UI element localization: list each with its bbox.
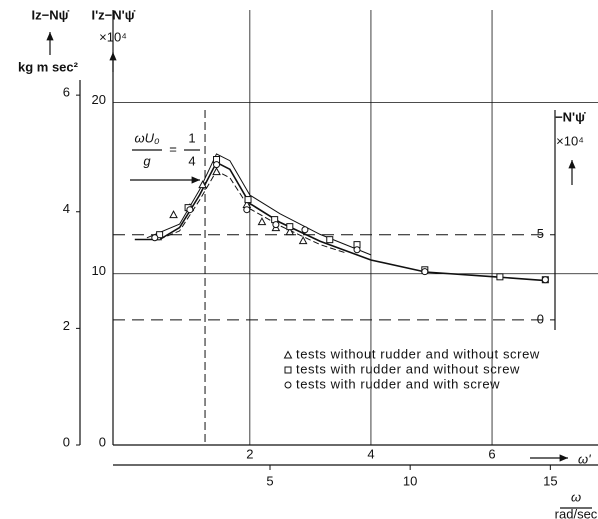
y2-tick-label: 5 — [537, 226, 544, 241]
y2-axis-title: −N'ψ̇ — [555, 109, 586, 124]
circle-marker — [421, 268, 429, 276]
y2-tick-label: 0 — [537, 311, 544, 326]
square-marker — [284, 366, 292, 374]
circle-marker — [301, 226, 309, 234]
square-marker — [156, 231, 164, 239]
triangle-marker — [198, 180, 207, 189]
x-tick-label: 2 — [246, 446, 253, 461]
legend-label: tests with rudder and with screw — [296, 376, 500, 391]
curve — [146, 153, 372, 256]
curve — [158, 170, 347, 254]
circle-marker — [353, 246, 361, 254]
circle-marker — [541, 276, 549, 284]
annotation-equals: = — [169, 141, 177, 156]
x2-tick-label: 5 — [266, 473, 273, 488]
square-marker — [326, 236, 334, 244]
outer-tick-label: 6 — [63, 85, 70, 100]
outer-tick-label: 0 — [63, 434, 70, 449]
triangle-marker — [212, 167, 221, 176]
x-tick-label: 6 — [488, 446, 495, 461]
y-tick-label: 0 — [99, 434, 106, 449]
x-axis-title: ω' — [578, 451, 591, 466]
x2-axis-title: ω — [571, 489, 581, 504]
outer-axis-title: Iz−Nψ̇ — [32, 7, 70, 22]
circle-marker — [151, 234, 159, 242]
annotation-denominator: g — [143, 153, 151, 168]
circle-marker — [284, 381, 292, 389]
circle-marker — [213, 161, 221, 169]
annotation-numerator: ωU₀ — [135, 130, 161, 145]
outer-tick-label: 2 — [63, 318, 70, 333]
triangle-marker — [298, 236, 308, 245]
circle-marker — [186, 206, 194, 214]
y-axis-title: I'z−N'ψ̇ — [91, 7, 135, 22]
outer-axis-unit: kg m sec² — [18, 59, 79, 74]
legend-label: tests without rudder and without screw — [296, 346, 540, 361]
square-marker — [286, 223, 294, 231]
square-marker — [244, 196, 252, 204]
square-marker — [496, 273, 504, 281]
outer-tick-label: 4 — [63, 201, 70, 216]
legend-label: tests with rudder and without screw — [296, 361, 520, 376]
triangle-marker — [169, 210, 178, 219]
y-axis-scale: ×10⁴ — [99, 29, 127, 44]
x2-tick-label: 10 — [403, 473, 417, 488]
triangle-marker — [285, 227, 295, 236]
circle-marker — [272, 221, 280, 229]
y-tick-label: 10 — [92, 263, 106, 278]
circle-marker — [243, 206, 251, 214]
annotation-value-numerator: 1 — [188, 130, 195, 145]
y2-axis-scale: ×10⁴ — [556, 133, 584, 148]
y-tick-label: 20 — [92, 92, 106, 107]
x2-axis-unit: rad/sec — [555, 506, 598, 519]
triangle-marker — [283, 350, 293, 359]
triangle-marker — [257, 217, 267, 226]
annotation-value-denominator: 4 — [188, 153, 195, 168]
x2-tick-label: 15 — [543, 473, 557, 488]
x-tick-label: 4 — [367, 446, 374, 461]
